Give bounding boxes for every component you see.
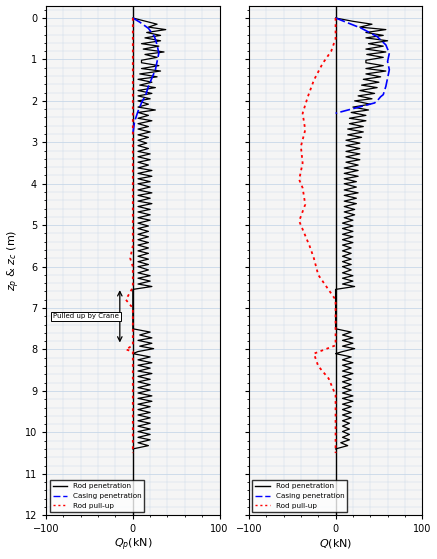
X-axis label: $Q$(kN): $Q$(kN)	[319, 537, 352, 550]
Text: Pulled up by Crane: Pulled up by Crane	[53, 314, 119, 319]
Y-axis label: $z_p$ & $z_c$ (m): $z_p$ & $z_c$ (m)	[6, 230, 22, 291]
Legend: Rod penetration, Casing penetration, Rod pull-up: Rod penetration, Casing penetration, Rod…	[50, 481, 144, 511]
X-axis label: $Q_p$(kN): $Q_p$(kN)	[114, 537, 152, 553]
Legend: Rod penetration, Casing penetration, Rod pull-up: Rod penetration, Casing penetration, Rod…	[253, 481, 347, 511]
